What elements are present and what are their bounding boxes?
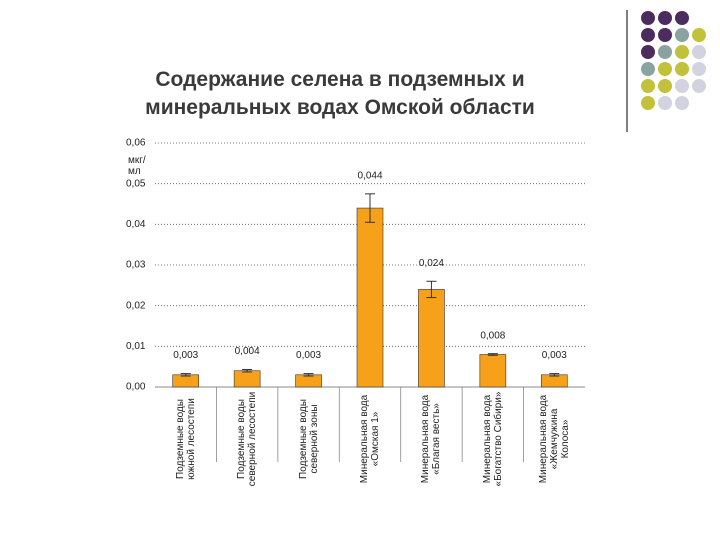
y-tick-label: 0,05 [126, 178, 146, 189]
bar [233, 370, 261, 388]
x-tick-label: Минеральная вода «Омская 1» [359, 394, 381, 484]
x-tick-label: Подземные воды южной лесостепи [174, 398, 197, 480]
value-label: 0,008 [480, 330, 505, 341]
value-label: 0,003 [173, 350, 198, 361]
x-tick-label: Минеральная вода «Благая весть» [420, 394, 443, 484]
decoration [626, 10, 706, 132]
bar [540, 374, 568, 388]
x-tick-label: Минеральная вода «Богатство Сибири» [481, 391, 504, 487]
value-label: 0,024 [419, 258, 444, 269]
value-label: 0,004 [235, 346, 260, 357]
value-label: 0,044 [357, 170, 382, 181]
bar [418, 289, 445, 388]
x-tick-label: Минеральная вода «Жемчужина Колоса» [537, 394, 571, 484]
y-tick-label: 0,02 [126, 300, 146, 311]
y-tick-label: 0,04 [126, 219, 146, 230]
bar [172, 374, 200, 388]
x-tick-label: Подземные воды северной зоны [297, 399, 320, 479]
y-tick-label: 0,06 [126, 138, 146, 149]
y-tick-label: 0,00 [126, 382, 146, 393]
y-tick-label: 0,01 [126, 341, 146, 352]
bar [356, 207, 384, 388]
chart-title: Содержание селена в подземных и минераль… [145, 68, 535, 119]
bar [479, 354, 507, 388]
x-tick-label: Подземные воды северной лесостепи [236, 391, 259, 487]
bar [295, 374, 322, 388]
value-label: 0,003 [296, 350, 321, 361]
y-tick-label: 0,03 [126, 260, 146, 271]
y-axis-label: мкг/мл [128, 155, 146, 177]
value-label: 0,003 [542, 350, 567, 361]
